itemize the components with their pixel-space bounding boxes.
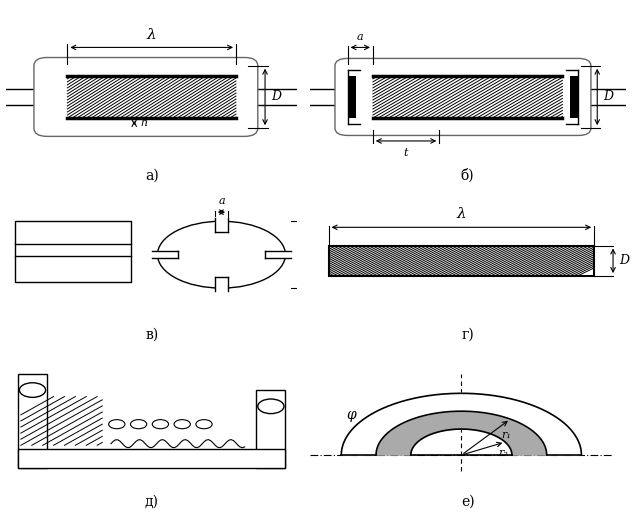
Bar [215,278,228,292]
Circle shape [258,399,284,413]
Bar [149,251,178,258]
Bar [257,390,286,468]
Text: h: h [140,118,147,128]
Text: r₂: r₂ [498,448,508,458]
Text: r₁: r₁ [501,430,511,440]
Text: в): в) [145,328,158,341]
Text: D: D [329,248,339,261]
Text: б): б) [461,169,475,183]
Text: λ: λ [147,28,157,42]
Polygon shape [376,411,547,455]
Text: D: D [604,91,614,103]
Bar [18,449,286,468]
Bar [373,76,562,118]
Text: a: a [218,196,225,206]
Circle shape [130,420,147,429]
Text: λ: λ [456,207,466,221]
Circle shape [196,420,212,429]
FancyBboxPatch shape [34,58,258,136]
Bar [15,221,131,282]
Text: a: a [357,32,363,42]
Polygon shape [341,394,581,455]
Text: D: D [619,254,629,267]
Bar [215,217,228,232]
Bar [18,374,47,468]
Text: φ: φ [346,408,356,422]
Bar [68,76,236,118]
Circle shape [20,383,46,397]
Text: е): е) [461,495,475,509]
Text: д): д) [145,495,159,509]
Bar [329,246,594,276]
Bar [570,76,578,118]
Text: г): г) [461,328,474,341]
FancyBboxPatch shape [335,59,591,136]
Circle shape [174,420,190,429]
Text: а): а) [145,169,159,183]
Circle shape [152,420,169,429]
Bar [348,76,355,118]
Circle shape [109,420,125,429]
Text: t: t [404,148,408,158]
Circle shape [157,221,286,288]
Text: D: D [271,91,281,103]
Bar [265,251,294,258]
